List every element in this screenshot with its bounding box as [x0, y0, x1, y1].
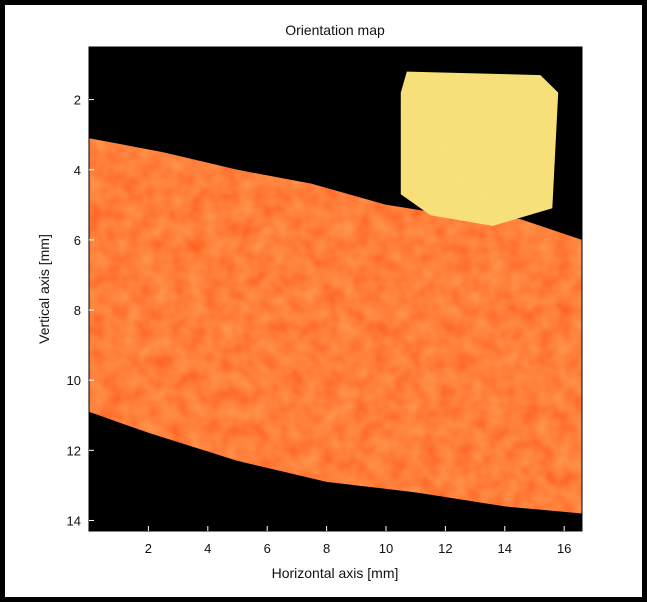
x-tick-label: 16	[557, 541, 571, 556]
x-tick-label: 10	[379, 541, 393, 556]
x-axis-ticks: 2 4 6 8 10 12 14 16	[145, 526, 571, 556]
y-axis-ticks: 2 4 6 8 10 12 14	[67, 93, 94, 528]
region-lower-grain	[89, 138, 582, 514]
y-tick-label: 10	[67, 373, 81, 388]
y-tick-label: 12	[67, 443, 81, 458]
x-tick-label: 8	[323, 541, 330, 556]
y-tick-label: 14	[67, 513, 81, 528]
y-tick-label: 4	[74, 163, 81, 178]
plot-border	[88, 46, 583, 532]
x-tick-label: 14	[498, 541, 512, 556]
region-upper-grain	[400, 71, 559, 226]
y-tick-label: 6	[74, 233, 81, 248]
x-tick-label: 4	[204, 541, 211, 556]
x-tick-label: 2	[145, 541, 152, 556]
orientation-map-chart: Orientation map 2 4 6 8 10 12 14 16 2468101214 …	[36, 22, 583, 581]
x-tick-label: 6	[264, 541, 271, 556]
y-axis-title: Vertical axis [mm]	[36, 234, 52, 344]
figure-frame: Orientation map 2 4 6 8 10 12 14 16 2 4 6 8 10 12 14 …	[5, 5, 642, 597]
chart-title: Orientation map	[285, 22, 385, 38]
x-tick-label: 12	[438, 541, 452, 556]
x-axis-title: Horizontal axis [mm]	[272, 565, 399, 581]
y-tick-label: 2	[74, 93, 81, 108]
grain-regions	[89, 71, 582, 514]
y-tick-label: 8	[74, 303, 81, 318]
